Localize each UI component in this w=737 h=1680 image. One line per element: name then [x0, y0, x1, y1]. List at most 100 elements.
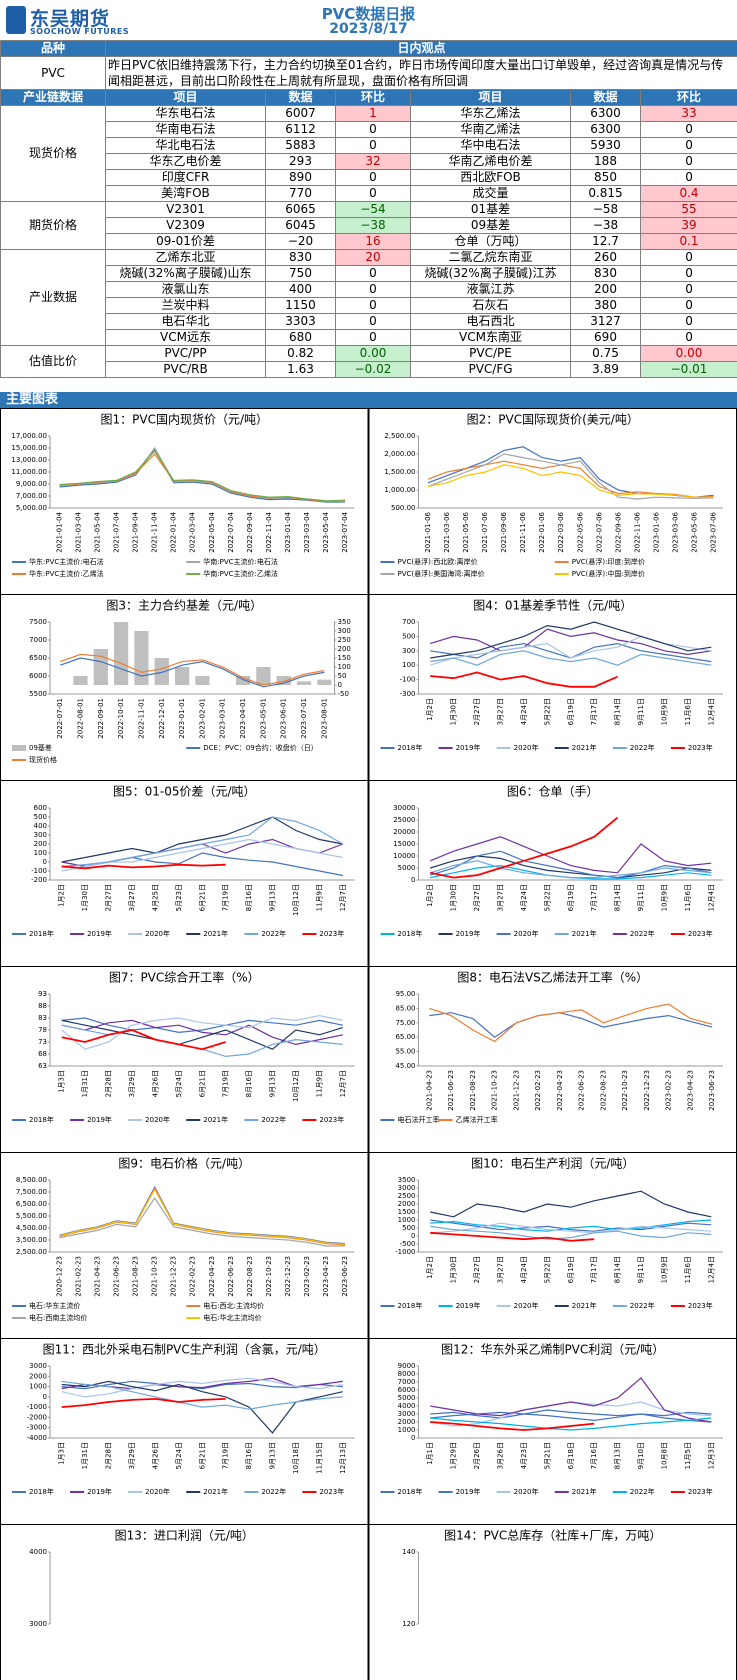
y-tick-label: 2,500.00	[16, 1248, 47, 1256]
legend-label: 2022年	[630, 743, 655, 752]
item-cell: 仓单（万吨）	[410, 233, 571, 250]
item-cell: PVC/PE	[410, 345, 571, 362]
y-tick-label: 13,000.00	[11, 456, 47, 464]
x-tick-label: 7月19日	[222, 1070, 230, 1097]
table-row: 美湾FOB 770 0 成交量 0.815 0.4	[1, 185, 737, 202]
x-tick-label: 2022-10-23	[621, 1070, 629, 1111]
value-cell: 3.89	[570, 361, 641, 378]
value-cell: 830	[265, 249, 336, 266]
y-tick-label: 3,500.00	[16, 1236, 47, 1244]
report-title: PVC数据日报	[321, 5, 416, 23]
legend-label: 2023年	[319, 1115, 344, 1124]
x-tick-label: 10月12日	[292, 884, 300, 916]
x-tick-label: 2023-06-23	[341, 1256, 349, 1297]
legend-label: 华东:PVC主流价:电石法	[29, 557, 104, 566]
legend-label: 2023年	[688, 1301, 713, 1310]
x-tick-label: 9月13日	[269, 884, 277, 911]
series-line	[429, 1003, 713, 1043]
x-tick-label: 2月28日	[105, 1442, 113, 1469]
legend-label: 2018年	[398, 1301, 423, 1310]
series-line	[430, 1219, 712, 1232]
x-tick-label: 11月15日	[315, 1442, 323, 1474]
y-tick-label: 300	[402, 647, 415, 655]
series-line	[61, 1397, 226, 1408]
value-cell: 380	[570, 297, 641, 314]
legend-swatch	[12, 745, 26, 751]
x-tick-label: 2022-01-04	[170, 511, 178, 552]
y-tick-label: 120	[402, 1620, 415, 1628]
series-line	[61, 1014, 343, 1050]
legend-label: PVC(悬浮):中国:到岸价	[572, 569, 645, 578]
series-line	[61, 852, 343, 877]
y-tick-label: 73	[38, 1038, 47, 1046]
value-cell: 3303	[265, 313, 336, 330]
x-tick-label: 3月29日	[128, 1070, 136, 1097]
x-tick-label: 9月11日	[637, 698, 645, 725]
y-tick-label: 30000	[393, 804, 415, 812]
x-tick-label: 11月5日	[684, 1442, 692, 1469]
value-cell: 0	[335, 265, 411, 282]
legend-label: PVC(悬浮):印度:到岸价	[572, 557, 645, 566]
x-tick-label: 11月6日	[684, 698, 692, 725]
item-cell: VCM远东	[105, 329, 266, 346]
legend-label: 09基差	[29, 743, 52, 752]
series-line	[61, 1377, 343, 1398]
x-tick-label: 2021-01-04	[56, 511, 64, 552]
item-cell: 西北欧FOB	[410, 169, 571, 186]
x-tick-label: 12月3日	[707, 1442, 715, 1469]
item-cell: 烧碱(32%离子膜碱)江苏	[410, 265, 571, 282]
x-tick-label: 5月24日	[175, 1442, 183, 1469]
series-line	[430, 816, 619, 879]
value-cell: 0.82	[265, 345, 336, 362]
x-tick-label: 2022-02-23	[189, 1256, 197, 1297]
change-cell: 0.1	[639, 233, 737, 250]
y-tick-label: 2500	[398, 1192, 416, 1200]
legend-label: 华南:PVC主流价:乙烯法	[203, 569, 278, 578]
y-tick-label: 0	[43, 1393, 47, 1401]
series-line	[59, 1185, 346, 1245]
table-row: 电石华北 3303 0 电石西北 3127 0	[1, 313, 737, 330]
value-cell: 0	[639, 297, 737, 314]
x-tick-label: 2月27日	[473, 1256, 481, 1283]
value-cell: 6007	[265, 105, 336, 122]
legend-label: 2020年	[514, 1487, 539, 1496]
change-cell: −0.02	[335, 361, 411, 378]
value-cell: 690	[570, 329, 641, 346]
legend-label: 电石:西南主流均价	[29, 1313, 87, 1322]
group-cell: 现货价格	[0, 105, 106, 202]
value-cell: 0	[335, 121, 411, 138]
x-tick-label: 2021-12-23	[512, 1070, 520, 1111]
x-tick-label: 8月13日	[614, 1442, 622, 1469]
x-tick-label: 9月10日	[637, 1442, 645, 1469]
y-tick-label: 3000	[29, 1362, 47, 1370]
y-tick-label: -500	[400, 1240, 416, 1248]
x-tick-label: 2022-07-06	[595, 511, 603, 552]
legend-label: 2020年	[145, 1115, 170, 1124]
x-tick-label: 7月17日	[590, 698, 598, 725]
bar	[73, 676, 88, 685]
x-tick-label: 2021-10-23	[491, 1070, 499, 1111]
x-tick-label: 2023-04-23	[686, 1070, 694, 1111]
x-tick-label: 2022-11-01	[137, 698, 145, 739]
x-tick-label: 11月6日	[684, 884, 692, 911]
logo-en: SOOCHOW FUTURES	[30, 27, 130, 36]
y-tick-label: 500.00	[391, 504, 416, 512]
x-tick-label: 2021-09-04	[132, 511, 140, 552]
chart-title: 图4：01基差季节性（元/吨）	[473, 599, 632, 613]
y-tick-label: 25000	[393, 816, 415, 824]
item-cell: 01基差	[410, 201, 571, 218]
item-cell: V2301	[105, 201, 266, 218]
chart-cell	[0, 780, 369, 967]
x-tick-label: 2023-01-01	[178, 698, 186, 739]
x-tick-label: 2023-06-23	[708, 1070, 716, 1111]
value-cell: 3127	[570, 313, 641, 330]
legend-label: 2018年	[398, 743, 423, 752]
data-table: 品种 日内观点 PVC 昨日PVC依旧维持震荡下行，主力合约切换至01合约，昨日市场传…	[0, 40, 737, 378]
group-cell: 估值比价	[0, 345, 106, 378]
y-tick-label: 78	[38, 1026, 47, 1034]
bar	[296, 681, 312, 685]
x-tick-label: 2022-11-06	[633, 511, 641, 552]
legend-label: 2019年	[456, 1301, 481, 1310]
chart-cell	[368, 1524, 737, 1680]
y-tick-label: 88	[38, 1002, 47, 1010]
